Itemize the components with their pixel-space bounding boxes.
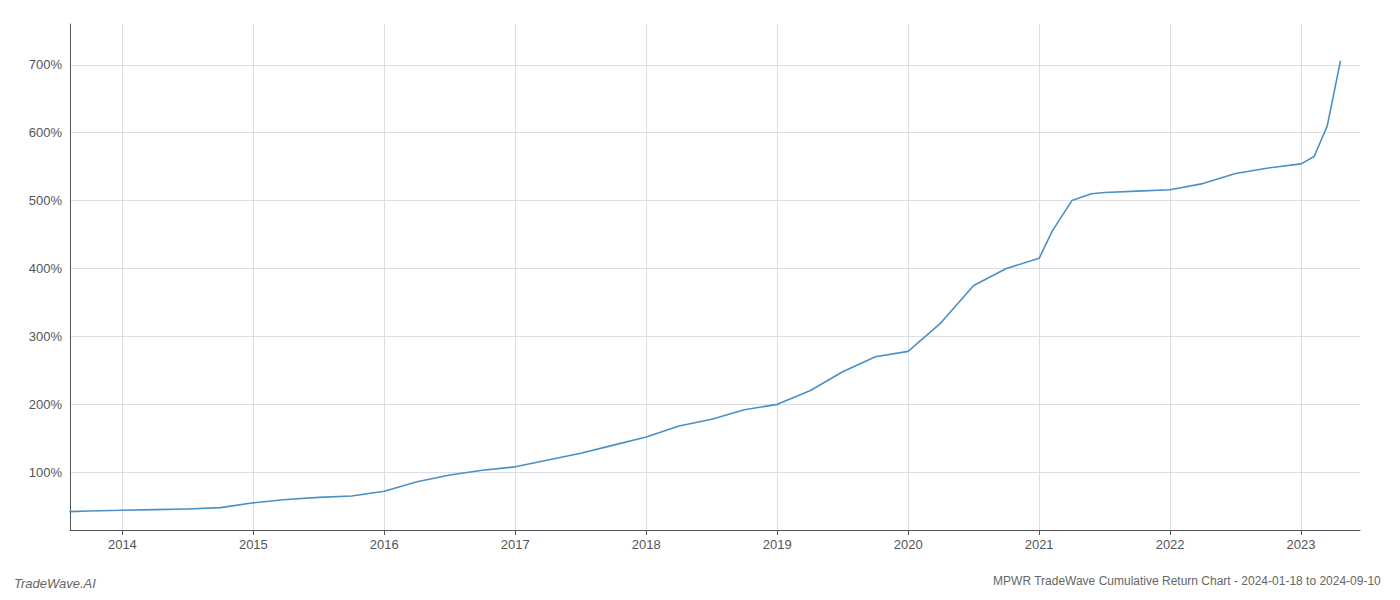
svg-text:TradeWave.AI: TradeWave.AI bbox=[14, 576, 96, 591]
svg-text:200%: 200% bbox=[29, 397, 63, 412]
svg-text:2020: 2020 bbox=[894, 537, 923, 552]
svg-text:2019: 2019 bbox=[763, 537, 792, 552]
svg-text:2014: 2014 bbox=[108, 537, 137, 552]
svg-text:2021: 2021 bbox=[1025, 537, 1054, 552]
svg-text:100%: 100% bbox=[29, 465, 63, 480]
svg-text:600%: 600% bbox=[29, 125, 63, 140]
svg-text:2017: 2017 bbox=[501, 537, 530, 552]
svg-text:2023: 2023 bbox=[1287, 537, 1316, 552]
svg-text:2022: 2022 bbox=[1156, 537, 1185, 552]
svg-text:300%: 300% bbox=[29, 329, 63, 344]
svg-text:2016: 2016 bbox=[370, 537, 399, 552]
svg-text:2015: 2015 bbox=[239, 537, 268, 552]
svg-text:400%: 400% bbox=[29, 261, 63, 276]
svg-text:700%: 700% bbox=[29, 57, 63, 72]
svg-text:MPWR TradeWave Cumulative Retu: MPWR TradeWave Cumulative Return Chart -… bbox=[993, 574, 1381, 588]
svg-text:2018: 2018 bbox=[632, 537, 661, 552]
svg-text:500%: 500% bbox=[29, 193, 63, 208]
